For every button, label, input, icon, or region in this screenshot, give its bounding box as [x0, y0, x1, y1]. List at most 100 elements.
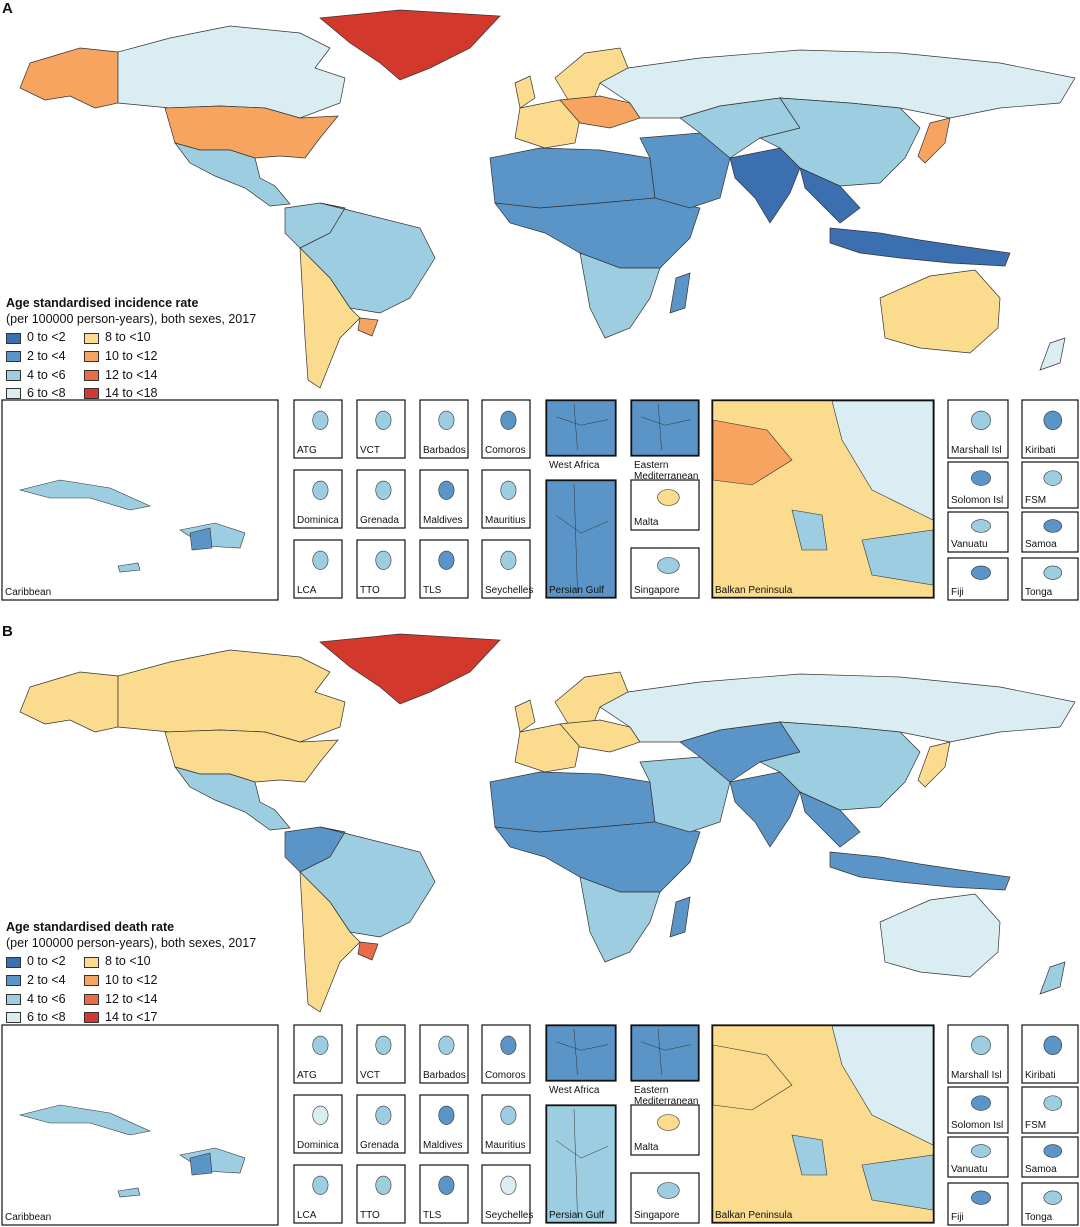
- inset-label: Vanuatu: [951, 1164, 988, 1175]
- inset-barbados: Barbados: [419, 1024, 469, 1084]
- inset-label: LCA: [297, 585, 317, 596]
- inset-label: Caribbean: [5, 587, 51, 598]
- inset-label: ATG: [297, 1070, 317, 1081]
- region-new-zealand: [1039, 961, 1066, 995]
- region-uruguay: [357, 941, 379, 961]
- region-argentina: [299, 247, 361, 389]
- inset-singapore: Singapore: [630, 547, 700, 599]
- legend-label: 14 to <18: [105, 386, 158, 401]
- region-north-africa: [489, 147, 656, 209]
- legend-item: 4 to <6: [6, 992, 84, 1008]
- inset-tls: TLS: [419, 1164, 469, 1224]
- inset-label: Singapore: [634, 585, 680, 596]
- region-southern-africa: [579, 876, 661, 963]
- region-uruguay: [357, 317, 379, 337]
- inset-malta: Malta: [630, 1104, 700, 1156]
- inset-label: Fiji: [951, 587, 964, 598]
- legend-item: 8 to <10: [84, 954, 194, 970]
- inset-caribbean: Caribbean: [1, 1024, 279, 1226]
- region-brazil: [299, 826, 436, 938]
- legend-swatch: [6, 351, 21, 363]
- legend-label: 6 to <8: [27, 386, 66, 401]
- legend-label: 0 to <2: [27, 330, 66, 345]
- inset-label: Mediterranean: [634, 1096, 698, 1107]
- inset-tonga: Tonga: [1021, 557, 1079, 601]
- inset-label: Barbados: [423, 1070, 466, 1081]
- region-mexico-central: [174, 766, 291, 831]
- legend-item: 0 to <2: [6, 954, 84, 970]
- inset-mauritius: Mauritius: [481, 469, 531, 529]
- region-greenland: [319, 633, 501, 705]
- inset-kiribati: Kiribati: [1021, 1024, 1079, 1084]
- inset-label: Mediterranean: [634, 471, 698, 482]
- inset-label: Tonga: [1025, 587, 1053, 598]
- legend-swatch: [84, 351, 99, 363]
- region-greenland: [319, 9, 501, 81]
- legend-item: 2 to <4: [6, 973, 84, 989]
- legend-swatch: [6, 369, 21, 381]
- inset-label: Malta: [634, 517, 659, 528]
- legend-item: 4 to <6: [6, 368, 84, 384]
- inset-marshall-isl: Marshall Isl: [947, 399, 1009, 459]
- region-mexico-central: [174, 142, 291, 207]
- inset-maldives: Maldives: [419, 1094, 469, 1154]
- inset-label: TTO: [360, 1210, 380, 1221]
- inset-label: Maldives: [423, 515, 462, 526]
- inset-lca: LCA: [293, 1164, 343, 1224]
- inset-balkan-peninsula: Balkan Peninsula: [711, 1024, 935, 1224]
- inset-label: FSM: [1025, 1120, 1046, 1131]
- region-madagascar: [669, 896, 691, 938]
- region-madagascar: [669, 272, 691, 314]
- legend-item: 14 to <17: [84, 1010, 194, 1026]
- inset-fsm: FSM: [1021, 461, 1079, 509]
- inset-west-africa: West Africa: [545, 399, 617, 471]
- inset-comoros: Comoros: [481, 1024, 531, 1084]
- region-uk: [514, 75, 536, 109]
- legend-label: 4 to <6: [27, 367, 66, 382]
- inset-lca: LCA: [293, 539, 343, 599]
- inset-label: Kiribati: [1025, 445, 1056, 456]
- inset-vct: VCT: [356, 399, 406, 459]
- legend-item: 14 to <18: [84, 386, 194, 402]
- panel-a-world-map: [19, 9, 1076, 389]
- inset-west-africa: West Africa: [545, 1024, 617, 1096]
- inset-grenada: Grenada: [356, 1094, 406, 1154]
- region-argentina: [299, 871, 361, 1013]
- inset-label: Eastern: [634, 1085, 668, 1096]
- legend-label: 2 to <4: [27, 348, 66, 363]
- legend-swatch: [84, 956, 99, 968]
- inset-marshall-isl: Marshall Isl: [947, 1024, 1009, 1084]
- legend-item: 2 to <4: [6, 349, 84, 365]
- inset-label: Kiribati: [1025, 1070, 1056, 1081]
- inset-grenada: Grenada: [356, 469, 406, 529]
- inset-label: West Africa: [549, 1085, 600, 1096]
- inset-dominica: Dominica: [293, 1094, 343, 1154]
- inset-persian-gulf: Persian Gulf: [545, 1104, 617, 1224]
- inset-label: Comoros: [485, 445, 526, 456]
- inset-solomon-isl: Solomon Isl: [947, 1086, 1009, 1134]
- legend-swatch: [6, 388, 21, 400]
- legend-item: 8 to <10: [84, 330, 194, 346]
- inset-label: LCA: [297, 1210, 317, 1221]
- inset-fsm: FSM: [1021, 1086, 1079, 1134]
- inset-label: Seychelles: [485, 1210, 533, 1221]
- region-indonesia: [829, 227, 1011, 267]
- inset-caribbean: Caribbean: [1, 399, 279, 601]
- region-australia: [879, 269, 1001, 354]
- inset-barbados: Barbados: [419, 399, 469, 459]
- legend-swatch: [84, 1012, 99, 1024]
- region-australia: [879, 893, 1001, 978]
- inset-vct: VCT: [356, 1024, 406, 1084]
- inset-label: West Africa: [549, 460, 600, 471]
- legend-subtitle: (per 100000 person-years), both sexes, 2…: [6, 311, 257, 326]
- inset-label: Maldives: [423, 1140, 462, 1151]
- inset-label: Eastern: [634, 460, 668, 471]
- legend-label: 8 to <10: [105, 954, 151, 969]
- inset-singapore: Singapore: [630, 1172, 700, 1224]
- inset-label: Grenada: [360, 515, 399, 526]
- inset-label: Seychelles: [485, 585, 533, 596]
- region-canada: [117, 649, 346, 743]
- inset-label: Solomon Isl: [951, 495, 1003, 506]
